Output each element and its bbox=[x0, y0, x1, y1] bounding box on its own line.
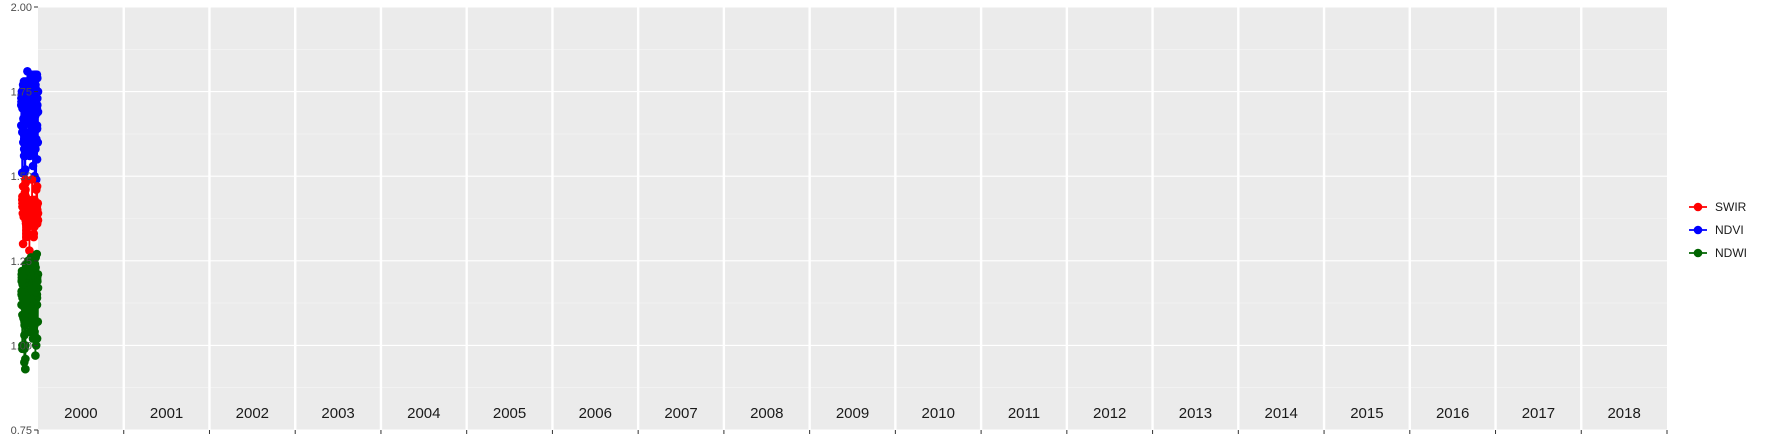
year-label: 2012 bbox=[1093, 405, 1126, 422]
data-point-ndvi bbox=[18, 80, 28, 90]
series-layer bbox=[17, 67, 43, 374]
data-point-ndvi bbox=[17, 94, 26, 103]
year-label: 2000 bbox=[64, 405, 97, 422]
data-point-swir bbox=[18, 195, 27, 205]
data-point-ndvi bbox=[18, 127, 27, 137]
year-label: 2014 bbox=[1264, 405, 1297, 422]
series-swir bbox=[18, 175, 43, 255]
data-point-swir bbox=[22, 229, 31, 238]
data-point-ndwi bbox=[18, 310, 27, 320]
data-point-ndvi bbox=[28, 161, 38, 171]
data-point-swir bbox=[29, 232, 38, 242]
data-point-ndvi bbox=[19, 151, 29, 161]
data-point-ndwi bbox=[17, 300, 26, 310]
data-point-ndwi bbox=[21, 364, 30, 374]
data-point-ndwi bbox=[20, 330, 29, 340]
data-point-swir bbox=[27, 175, 37, 184]
data-point-ndvi bbox=[28, 127, 38, 137]
data-point-ndvi bbox=[17, 168, 27, 178]
data-point-ndwi bbox=[20, 358, 29, 367]
year-label: 2002 bbox=[236, 405, 269, 422]
legend-label: NDVI bbox=[1715, 223, 1744, 237]
year-label: 2003 bbox=[321, 405, 354, 422]
year-label: 2018 bbox=[1607, 405, 1640, 422]
year-label: 2004 bbox=[407, 405, 440, 422]
legend-key-marker bbox=[1693, 248, 1703, 258]
legend-key-marker bbox=[1693, 202, 1703, 212]
y-tick-label: 1.00 bbox=[11, 340, 32, 352]
data-point-swir bbox=[18, 209, 28, 218]
data-point-swir bbox=[18, 239, 28, 249]
grid-lines bbox=[38, 6, 1667, 431]
legend-item-ndwi: NDWI bbox=[1689, 246, 1747, 260]
data-point-swir bbox=[25, 246, 34, 255]
legend-key-marker bbox=[1693, 225, 1703, 235]
data-point-ndwi bbox=[18, 344, 27, 354]
data-point-ndwi bbox=[27, 320, 37, 330]
x-axis bbox=[37, 430, 1668, 434]
year-label: 2001 bbox=[150, 405, 183, 422]
legend-item-swir: SWIR bbox=[1689, 200, 1747, 214]
y-tick-label: 1.25 bbox=[11, 256, 32, 268]
legend-label: SWIR bbox=[1715, 200, 1747, 214]
legend: SWIR NDVI NDWI bbox=[1689, 200, 1747, 260]
year-labels: 2000 2001 2002 2003 2004 2005 2006 2007 2008 2009… bbox=[64, 405, 1641, 422]
data-point-swir bbox=[21, 175, 30, 184]
data-point-ndvi bbox=[19, 144, 29, 154]
series-ndwi bbox=[17, 249, 43, 374]
year-label: 2016 bbox=[1436, 405, 1469, 422]
series-ndvi bbox=[17, 67, 43, 184]
year-label: 2011 bbox=[1008, 405, 1040, 422]
year-label: 2013 bbox=[1179, 405, 1212, 422]
data-point-ndvi bbox=[23, 67, 32, 76]
data-point-ndvi bbox=[19, 138, 28, 147]
data-point-ndvi bbox=[17, 121, 26, 130]
y-tick-label: 0.75 bbox=[11, 425, 32, 437]
year-label: 2007 bbox=[664, 405, 697, 422]
data-point-ndwi bbox=[28, 334, 38, 343]
year-label: 2009 bbox=[836, 405, 869, 422]
data-point-ndvi bbox=[32, 155, 42, 164]
legend-label: NDWI bbox=[1715, 246, 1747, 260]
data-point-swir bbox=[18, 202, 27, 211]
y-axis: 0.75 1.00 1.25 1.50 1.75 2.00 bbox=[11, 2, 38, 437]
data-point-swir bbox=[32, 185, 41, 194]
data-point-ndwi bbox=[17, 270, 27, 279]
year-label: 2017 bbox=[1522, 405, 1555, 422]
year-label: 2008 bbox=[750, 405, 783, 422]
year-label: 2010 bbox=[922, 405, 955, 422]
data-point-ndwi bbox=[17, 290, 26, 299]
y-tick-label: 2.00 bbox=[11, 2, 32, 14]
data-point-ndvi bbox=[19, 114, 28, 123]
data-point-ndwi bbox=[17, 276, 27, 286]
legend-item-ndvi: NDVI bbox=[1689, 223, 1744, 237]
year-label: 2005 bbox=[493, 405, 526, 422]
y-tick-label: 1.50 bbox=[11, 171, 32, 183]
year-label: 2015 bbox=[1350, 405, 1383, 422]
data-point-swir bbox=[18, 182, 28, 191]
data-point-ndwi bbox=[31, 351, 40, 360]
year-label: 2006 bbox=[579, 405, 612, 422]
y-tick-label: 1.75 bbox=[11, 87, 32, 99]
data-point-ndwi bbox=[21, 259, 31, 269]
data-point-ndvi bbox=[17, 100, 26, 110]
